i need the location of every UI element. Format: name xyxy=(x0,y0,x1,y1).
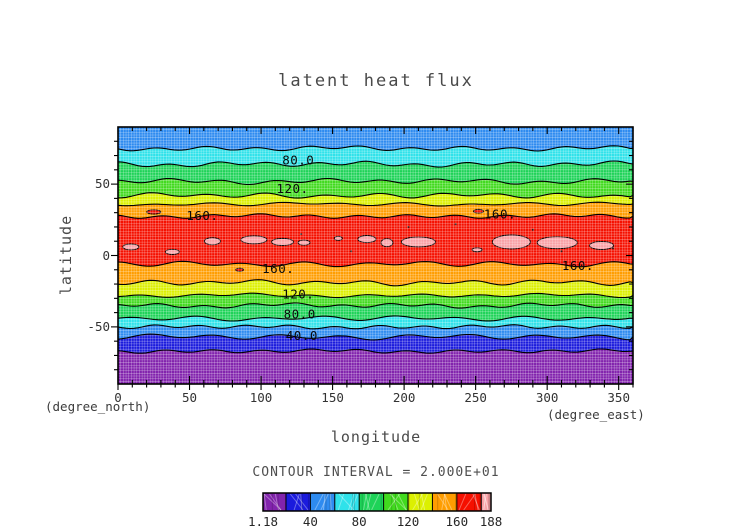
contour-labels: 80.0 120. 160. 160. 160. 160. 120. 80.0 40.0 xyxy=(186,152,594,343)
axis-ticks xyxy=(111,127,634,390)
x-tick-label: 100 xyxy=(249,390,273,405)
colorbar-tick-label: 188 xyxy=(479,514,503,529)
svg-text:160.: 160. xyxy=(186,208,218,223)
x-tick-label: 200 xyxy=(392,390,416,405)
x-axis-unit-label: (degree_east) xyxy=(547,407,645,422)
x-tick-label: 350 xyxy=(607,390,630,405)
plot-area: 80.0 120. 160. 160. 160. 160. 120. 80.0 40.0 xyxy=(118,127,633,384)
colorbar-tick-label: 80 xyxy=(351,514,367,529)
x-tick-label: 150 xyxy=(321,390,344,405)
contour-lines xyxy=(118,145,633,354)
colorbar-tick-label: 1.18 xyxy=(247,514,279,529)
x-tick-label: 250 xyxy=(464,390,487,405)
svg-text:80.0: 80.0 xyxy=(282,152,314,167)
colorbar-tick-label: 160 xyxy=(445,514,469,529)
svg-text:160.: 160. xyxy=(562,258,594,273)
contour-interval-label: CONTOUR INTERVAL = 2.000E+01 xyxy=(252,465,500,480)
plot-title: latent heat flux xyxy=(278,71,474,91)
colorbar-frame xyxy=(262,492,492,512)
x-axis-title: longitude xyxy=(330,428,422,446)
svg-text:120.: 120. xyxy=(276,181,308,196)
contour-bands xyxy=(118,127,633,384)
svg-text:160.: 160. xyxy=(484,207,516,222)
y-tick-label: -50 xyxy=(87,318,110,334)
x-tick-label: 0 xyxy=(114,390,122,405)
y-tick-label: 50 xyxy=(94,176,110,192)
svg-text:160.: 160. xyxy=(262,261,294,276)
svg-text:120.: 120. xyxy=(282,287,314,302)
y-axis-unit-label: (degree_north) xyxy=(45,399,151,414)
y-tick-label: 0 xyxy=(102,247,110,263)
colorbar xyxy=(262,492,492,512)
x-tick-label: 300 xyxy=(535,390,559,405)
svg-text:40.0: 40.0 xyxy=(286,328,318,343)
colorbar-tick-label: 120 xyxy=(396,514,420,529)
svg-text:80.0: 80.0 xyxy=(284,307,316,322)
x-tick-label: 50 xyxy=(181,390,198,405)
colorbar-tick-label: 40 xyxy=(302,514,318,529)
extremum-blobs xyxy=(122,208,614,272)
